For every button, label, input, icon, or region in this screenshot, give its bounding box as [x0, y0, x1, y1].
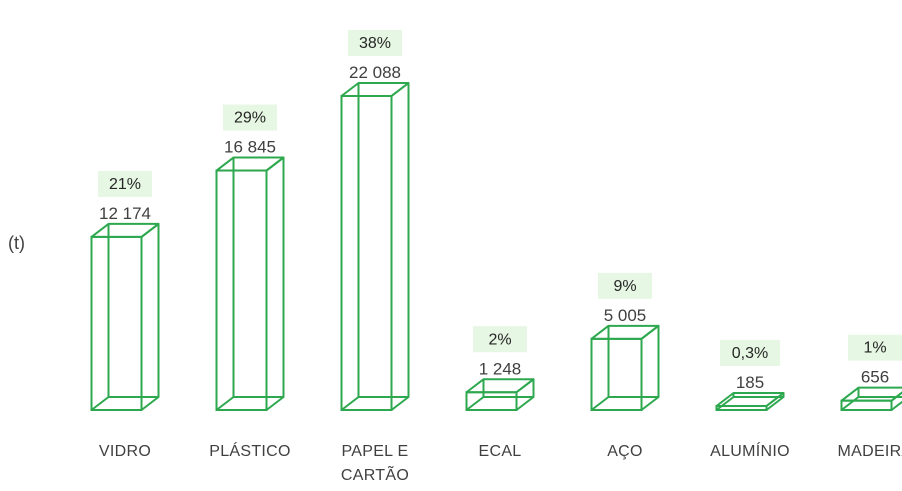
bar: 1 248 2% ECAL	[465, 326, 535, 460]
percent-label: 29%	[234, 110, 266, 127]
bar-back-edge	[465, 396, 485, 411]
bar-value-label: 1 248	[479, 359, 522, 378]
bar-side-face	[265, 156, 285, 411]
bar-side-face	[390, 82, 410, 411]
bar-value-label: 12 174	[99, 204, 151, 223]
category-label: ALUMÍNIO	[710, 441, 790, 460]
percent-label: 2%	[488, 331, 511, 348]
bar-back-edge	[590, 396, 610, 411]
percent-label: 0,3%	[732, 345, 768, 362]
bar-top-face	[840, 386, 902, 402]
percent-badge	[848, 334, 902, 361]
percent-label: 21%	[109, 176, 141, 193]
category-label: MADEIRA	[838, 443, 902, 460]
bar-side-face	[890, 391, 902, 411]
bar-value-label: 656	[861, 368, 889, 387]
bar-front-face	[90, 235, 143, 411]
bar-back-edge	[840, 396, 860, 411]
percent-badge	[223, 104, 277, 131]
bar: 656 1% MADEIRA	[838, 334, 902, 460]
percent-badge	[598, 272, 652, 299]
category-label: PAPEL E	[341, 443, 408, 460]
percent-badge	[348, 30, 402, 56]
bar-front-face	[340, 95, 393, 411]
y-axis-unit-label: (t)	[8, 233, 25, 253]
bar-value-label: 5 005	[604, 306, 647, 325]
bar-back-edge	[715, 396, 735, 411]
percent-label: 38%	[359, 35, 391, 52]
bar: 12 174 21% VIDRO	[90, 170, 160, 460]
bar: 185 0,3% ALUMÍNIO	[710, 340, 790, 460]
bar: 16 845 29% PLÁSTICO	[209, 104, 291, 460]
bar: 5 005 9% AÇO	[590, 272, 660, 460]
bar: 22 088 38% PAPEL E CARTÃO	[340, 30, 410, 484]
category-label: VIDRO	[99, 443, 151, 460]
bar-value-label: 22 088	[349, 63, 401, 82]
bar-back-edge	[215, 396, 235, 411]
percent-badge	[473, 326, 527, 353]
bar-front-face	[590, 337, 643, 412]
percent-label: 9%	[613, 278, 636, 295]
bar-side-face	[140, 222, 160, 411]
bar-back-edge	[340, 396, 360, 411]
percent-badge	[720, 340, 780, 366]
bar-front-face	[215, 169, 268, 411]
bar-value-label: 16 845	[224, 138, 276, 157]
bars-group: 12 174 21% VIDRO 16 845 29% PLÁSTICO 22 088 38%…	[90, 30, 902, 484]
category-label: PLÁSTICO	[209, 441, 291, 460]
percent-badge	[98, 170, 152, 197]
percent-label: 1%	[863, 340, 886, 357]
bar-side-face	[515, 378, 535, 411]
bar-side-face	[765, 392, 785, 411]
category-label: AÇO	[607, 443, 643, 460]
bar-front-face	[465, 391, 518, 412]
category-label: CARTÃO	[341, 464, 409, 484]
category-label: ECAL	[479, 443, 522, 460]
bar-back-edge	[90, 396, 110, 411]
bar-value-label: 185	[736, 373, 764, 392]
